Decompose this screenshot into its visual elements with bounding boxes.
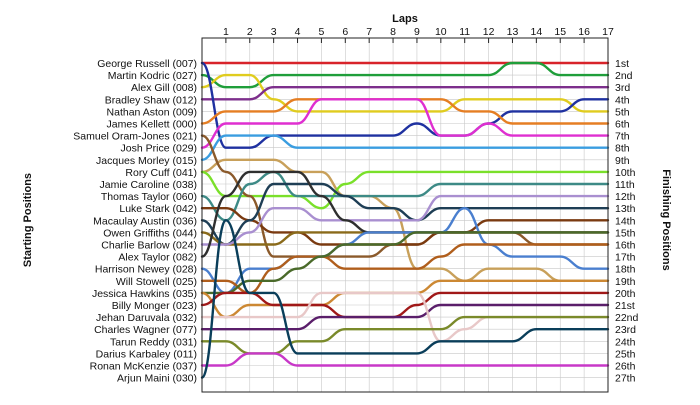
x-tick-label: 10 [435,26,447,38]
finishing-position-label: 21st [615,300,635,312]
x-tick-label: 5 [318,26,324,38]
finishing-position-label: 25th [615,348,636,360]
driver-series-line-26 [200,352,610,367]
starting-position-label: Billy Monger (023) [112,300,197,312]
finishing-position-label: 9th [615,155,630,167]
finishing-position-label: 18th [615,264,636,276]
driver-series-line-16 [200,194,610,246]
x-tick-label: 6 [342,26,348,38]
finishing-position-label: 2nd [615,70,633,82]
starting-position-label: Nathan Aston (009) [107,106,197,118]
starting-position-label: Alex Taylor (082) [118,252,197,264]
x-tick-label: 11 [459,26,470,38]
starting-position-label: Samuel Oram-Jones (021) [73,131,197,143]
x-tick-label: 8 [390,26,396,38]
finishing-position-label: 16th [615,240,636,252]
x-tick-label: 3 [271,26,277,38]
starting-position-label: Martin Kodric (027) [108,70,197,82]
x-tick-label: 17 [602,26,614,38]
finishing-position-label: 26th [615,361,636,373]
starting-position-label: Rory Cuff (041) [125,167,197,179]
starting-position-label: Alex Gill (008) [131,82,197,94]
finishing-position-label: 22nd [615,312,639,324]
finishing-position-label: 23rd [615,324,636,336]
starting-position-label: Josh Price (029) [121,143,197,155]
starting-position-labels: George Russell (007)Martin Kodric (027)A… [73,58,197,385]
starting-position-label: Will Stowell (025) [116,276,197,288]
starting-position-label: Darius Karbaley (011) [96,348,197,360]
driver-series-line-14 [200,182,610,246]
finishing-position-label: 11th [615,179,635,191]
finishing-position-label: 1st [615,58,629,70]
starting-position-label: Harrison Newey (028) [95,264,197,276]
finishing-position-label: 6th [615,119,630,131]
finishing-position-label: 17th [615,252,636,264]
x-tick-label: 15 [554,26,566,38]
x-tick-label: 16 [578,26,590,38]
finishing-position-labels: 1st2nd3rd4th5th6th7th8th9th10th11th12th1… [615,58,639,385]
starting-position-label: George Russell (007) [97,58,197,70]
driver-series-line-8 [200,134,610,161]
starting-position-label: Luke Stark (042) [119,203,197,215]
finishing-position-label: 10th [615,167,636,179]
starting-position-label: James Kellett (000) [107,119,197,131]
starting-position-label: Charles Wagner (077) [94,324,197,336]
starting-position-label: Jessica Hawkins (035) [92,288,197,300]
driver-series-line-19 [200,243,610,295]
finishing-position-label: 12th [615,191,636,203]
finishing-position-label: 13th [615,203,636,215]
starting-position-label: Arjun Maini (030) [117,373,197,385]
starting-position-label: Thomas Taylor (060) [101,191,197,203]
driver-series-line-20 [200,231,610,295]
finishing-position-label: 5th [615,106,630,118]
finishing-position-label: 15th [615,227,636,239]
finishing-position-label: 4th [615,94,630,106]
y-axis-title-left: Starting Positions [22,173,34,267]
driver-series-line-13 [200,206,610,246]
starting-position-label: Owen Griffiths (044) [103,227,197,239]
starting-position-label: Jamie Caroline (038) [100,179,197,191]
driver-series-line-2 [200,61,610,89]
finishing-position-label: 8th [615,143,630,155]
driver-series-line-23 [200,303,610,331]
x-axis-title: Laps [392,13,418,25]
finishing-position-label: 3rd [615,82,630,94]
plot-border [201,37,609,393]
x-tick-labels: 1 2 3 4 5 6 7 8 9 10 11 12 13 14 15 16 17 [223,26,614,38]
x-tick-label: 4 [295,26,301,38]
starting-position-label: Macaulay Austin (036) [93,215,197,227]
series-lines [200,61,610,379]
x-tick-label: 14 [531,26,543,38]
driver-series-line-7 [200,98,610,149]
finishing-position-label: 14th [615,215,636,227]
driver-series-line-25 [200,315,610,355]
starting-position-label: Jehan Daruvala (032) [96,312,197,324]
x-tick-label: 13 [507,26,519,38]
driver-series-line-22 [200,291,610,319]
x-tick-label: 7 [366,26,372,38]
y-axis-title-right: Finishing Positions [660,169,672,270]
finishing-position-label: 20th [615,288,636,300]
driver-series-line-27 [200,219,610,379]
x-tick-label: 2 [247,26,253,38]
starting-position-label: Jacques Morley (015) [96,155,197,167]
starting-position-label: Charlie Barlow (024) [101,240,197,252]
driver-series-line-3 [200,73,610,113]
driver-series-line-10 [200,170,610,210]
finishing-position-label: 19th [615,276,636,288]
finishing-position-label: 24th [615,336,636,348]
finishing-position-label: 7th [615,131,630,143]
starting-position-label: Tarun Reddy (031) [110,336,197,348]
driver-series-line-5 [200,61,610,149]
x-tick-label: 9 [414,26,420,38]
x-tick-label: 1 [223,26,229,38]
finishing-position-label: 27th [615,373,636,385]
driver-series-line-4 [200,85,610,101]
starting-position-label: Bradley Shaw (012) [105,94,197,106]
plot-frame [201,37,609,393]
x-tick-label: 12 [483,26,495,38]
starting-position-label: Ronan McKenzie (037) [90,361,197,373]
